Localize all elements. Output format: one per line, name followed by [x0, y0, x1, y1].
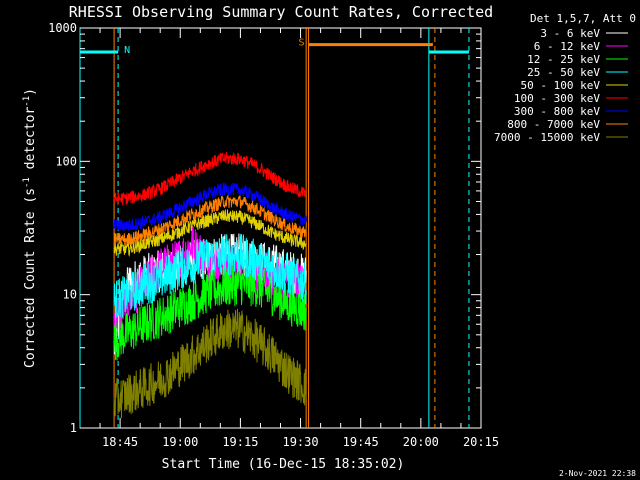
y-tick-label-2: 100	[55, 154, 77, 168]
series-3	[113, 233, 307, 321]
y-tick-label-3: 1000	[48, 21, 77, 35]
y-axis-label-sup1: -1	[22, 177, 32, 188]
y-axis-label-part2: detector	[23, 107, 38, 178]
x-tick-label-4: 19:45	[343, 435, 379, 449]
series-8	[113, 308, 307, 419]
x-tick-label-6: 20:15	[463, 435, 499, 449]
date-stamp: 2-Nov-2021 22:38	[559, 469, 636, 478]
series-group	[113, 151, 307, 419]
legend-label-6: 300 - 800 keV	[514, 105, 600, 118]
legend-label-7: 800 - 7000 keV	[507, 118, 600, 131]
legend-label-0: 3 - 6 keV	[540, 27, 600, 40]
series-4	[113, 209, 307, 257]
y-axis-label-sup2: -1	[22, 96, 32, 107]
x-tick-label-2: 19:15	[222, 435, 258, 449]
x-tick-label-0: 18:45	[102, 435, 138, 449]
vertical-markers	[79, 28, 470, 428]
series-line-5	[113, 151, 307, 206]
x-tick-label-3: 19:30	[282, 435, 318, 449]
series-line-3	[113, 233, 307, 321]
chart-title: RHESSI Observing Summary Count Rates, Co…	[69, 3, 493, 21]
series-2	[113, 264, 307, 361]
series-7	[113, 195, 307, 246]
y-axis-label-part3: )	[23, 88, 38, 96]
legend-title: Det 1,5,7, Att 0	[530, 12, 636, 25]
series-line-7	[113, 195, 307, 246]
annotation-label-0: N	[124, 45, 130, 56]
y-tick-label-1: 10	[63, 288, 77, 302]
series-line-4	[113, 209, 307, 257]
x-axis-label: Start Time (16-Dec-15 18:35:02)	[162, 457, 405, 472]
legend-label-1: 6 - 12 keV	[534, 40, 601, 53]
series-line-6	[113, 182, 307, 232]
legend-label-3: 25 - 50 keV	[527, 66, 600, 79]
annotation-label-1: S	[299, 38, 305, 49]
y-tick-label-0: 1	[70, 421, 77, 435]
x-tick-label-1: 19:00	[162, 435, 198, 449]
legend-label-4: 50 - 100 keV	[521, 79, 601, 92]
series-line-8	[113, 308, 307, 419]
legend-label-8: 7000 - 15000 keV	[494, 131, 600, 144]
y-axis-label: Corrected Count Rate (s-1 detector-1)	[22, 88, 38, 368]
series-line-2	[113, 264, 307, 361]
legend-label-2: 12 - 25 keV	[527, 53, 600, 66]
axis-ticks: 1 10 100 1000 18:45 19:00 19:15 19:30 19:45 20:00…	[48, 21, 499, 449]
series-6	[113, 182, 307, 232]
y-axis-label-part1: Corrected Count Rate (s	[23, 188, 38, 368]
x-tick-label-5: 20:00	[403, 435, 439, 449]
legend-label-5: 100 - 300 keV	[514, 92, 600, 105]
annotation-bars: NS	[80, 38, 469, 56]
series-5	[113, 151, 307, 206]
